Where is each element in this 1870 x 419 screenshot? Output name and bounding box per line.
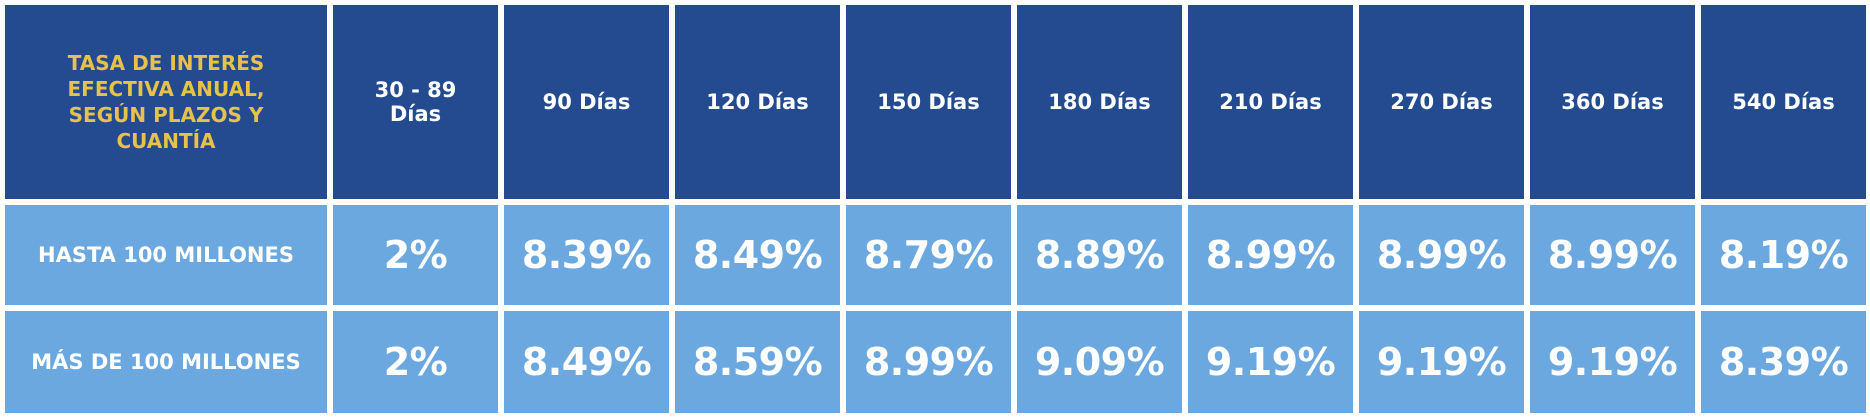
rate-cell: 9.19% xyxy=(1530,311,1695,413)
rate-cell: 8.59% xyxy=(675,311,840,413)
rate-cell: 8.99% xyxy=(1359,205,1524,305)
rate-cell: 8.99% xyxy=(846,311,1011,413)
row-label: HASTA 100 MILLONES xyxy=(5,205,327,305)
column-header: 210 Días xyxy=(1188,5,1353,199)
column-header: 270 Días xyxy=(1359,5,1524,199)
column-header: 120 Días xyxy=(675,5,840,199)
rate-cell: 2% xyxy=(333,205,498,305)
column-header: 180 Días xyxy=(1017,5,1182,199)
rate-cell: 8.39% xyxy=(1701,311,1866,413)
rate-cell: 8.49% xyxy=(675,205,840,305)
rate-cell: 8.99% xyxy=(1530,205,1695,305)
rate-cell: 8.39% xyxy=(504,205,669,305)
rate-cell: 8.49% xyxy=(504,311,669,413)
rate-cell: 9.19% xyxy=(1188,311,1353,413)
rate-cell: 8.99% xyxy=(1188,205,1353,305)
column-header: 150 Días xyxy=(846,5,1011,199)
rate-cell: 2% xyxy=(333,311,498,413)
column-header: 30 - 89 Días xyxy=(333,5,498,199)
corner-header: TASA DE INTERÉS EFECTIVA ANUAL, SEGÚN PL… xyxy=(5,5,327,199)
row-label: MÁS DE 100 MILLONES xyxy=(5,311,327,413)
rate-cell: 8.89% xyxy=(1017,205,1182,305)
rate-cell: 9.19% xyxy=(1359,311,1524,413)
rate-cell: 9.09% xyxy=(1017,311,1182,413)
rate-cell: 8.19% xyxy=(1701,205,1866,305)
rate-cell: 8.79% xyxy=(846,205,1011,305)
column-header: 90 Días xyxy=(504,5,669,199)
column-header: 360 Días xyxy=(1530,5,1695,199)
column-header: 540 Días xyxy=(1701,5,1866,199)
rates-table: TASA DE INTERÉS EFECTIVA ANUAL, SEGÚN PL… xyxy=(5,5,1866,413)
